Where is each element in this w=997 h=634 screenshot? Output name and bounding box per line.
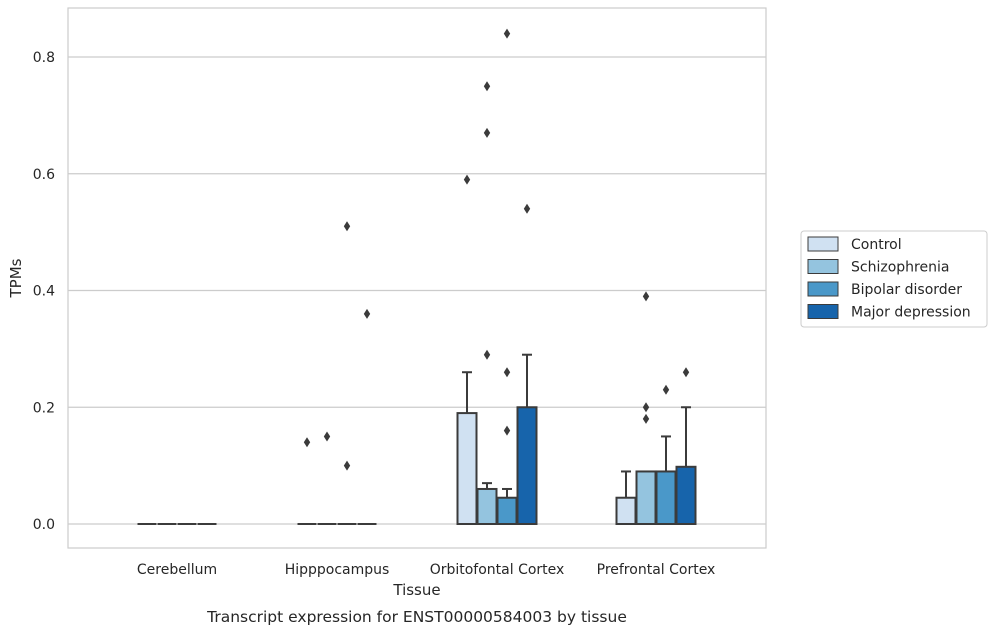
outlier-point	[642, 413, 650, 424]
box-groups	[137, 28, 697, 526]
outlier-point	[463, 174, 471, 185]
outlier-point	[523, 203, 531, 214]
box-bipolar-disorder	[337, 221, 357, 525]
box-schizophrenia	[476, 81, 498, 526]
legend-swatch	[807, 304, 839, 319]
outlier-point	[503, 425, 511, 436]
legend-label: Control	[851, 237, 902, 253]
outlier-point	[682, 367, 690, 378]
outlier-point	[503, 367, 511, 378]
box-body	[675, 465, 697, 526]
x-axis-ticks: Cerebellum Hipppocampus Orbitofontal Corte…	[137, 562, 715, 578]
x-tick-label: Prefrontal Cortex	[597, 562, 716, 578]
legend-frame	[800, 230, 988, 328]
box-major-depression	[675, 367, 697, 526]
box-control	[297, 437, 317, 525]
box-bipolar-disorder	[496, 28, 518, 526]
outlier-point	[642, 402, 650, 413]
box-bipolar-disorder	[655, 384, 677, 525]
y-axis-ticks: 0.0 0.2 0.4 0.6 0.8	[33, 50, 55, 533]
outlier-point	[642, 291, 650, 302]
y-tick-label: 0.8	[33, 50, 55, 66]
y-tick-label: 0.6	[33, 167, 55, 183]
box-body	[456, 412, 478, 525]
grid-lines	[68, 56, 766, 525]
legend: Control Schizophrenia Bipolar disorder Majo…	[800, 230, 988, 328]
legend-swatch	[807, 236, 839, 252]
outlier-point	[503, 28, 511, 39]
chart-caption: Transcript expression for ENST0000058400…	[206, 608, 627, 626]
outlier-point	[343, 221, 351, 232]
box-body	[635, 470, 657, 525]
box-body	[496, 496, 518, 526]
box-major-depression	[357, 308, 377, 525]
y-tick-label: 0.4	[33, 284, 55, 300]
y-tick-label: 0.0	[33, 517, 55, 533]
outlier-point	[323, 431, 331, 442]
y-axis-label: TPMs	[7, 258, 25, 298]
outlier-point	[343, 460, 351, 471]
box-body	[516, 406, 538, 525]
legend-swatch	[807, 259, 839, 274]
box-major-depression	[516, 203, 538, 525]
x-tick-label: Hipppocampus	[285, 562, 390, 578]
box-body	[655, 470, 677, 525]
y-tick-label: 0.2	[33, 400, 55, 416]
legend-swatch	[807, 281, 839, 297]
box-control	[615, 470, 637, 526]
box-body	[476, 487, 498, 526]
outlier-point	[483, 81, 491, 92]
x-tick-label: Orbitofontal Cortex	[430, 562, 565, 578]
outlier-point	[363, 308, 371, 319]
legend-label: Schizophrenia	[851, 260, 949, 276]
box-body	[615, 496, 637, 526]
plot-area-frame	[67, 7, 767, 549]
legend-label: Major depression	[851, 305, 971, 321]
legend-label: Bipolar disorder	[851, 282, 962, 298]
outlier-point	[303, 437, 311, 448]
outlier-point	[483, 349, 491, 360]
outlier-point	[662, 384, 670, 395]
box-control	[456, 174, 478, 525]
outlier-point	[483, 127, 491, 138]
x-tick-label: Cerebellum	[137, 562, 217, 578]
box-schizophrenia	[317, 431, 337, 525]
x-axis-label: Tissue	[392, 581, 440, 599]
